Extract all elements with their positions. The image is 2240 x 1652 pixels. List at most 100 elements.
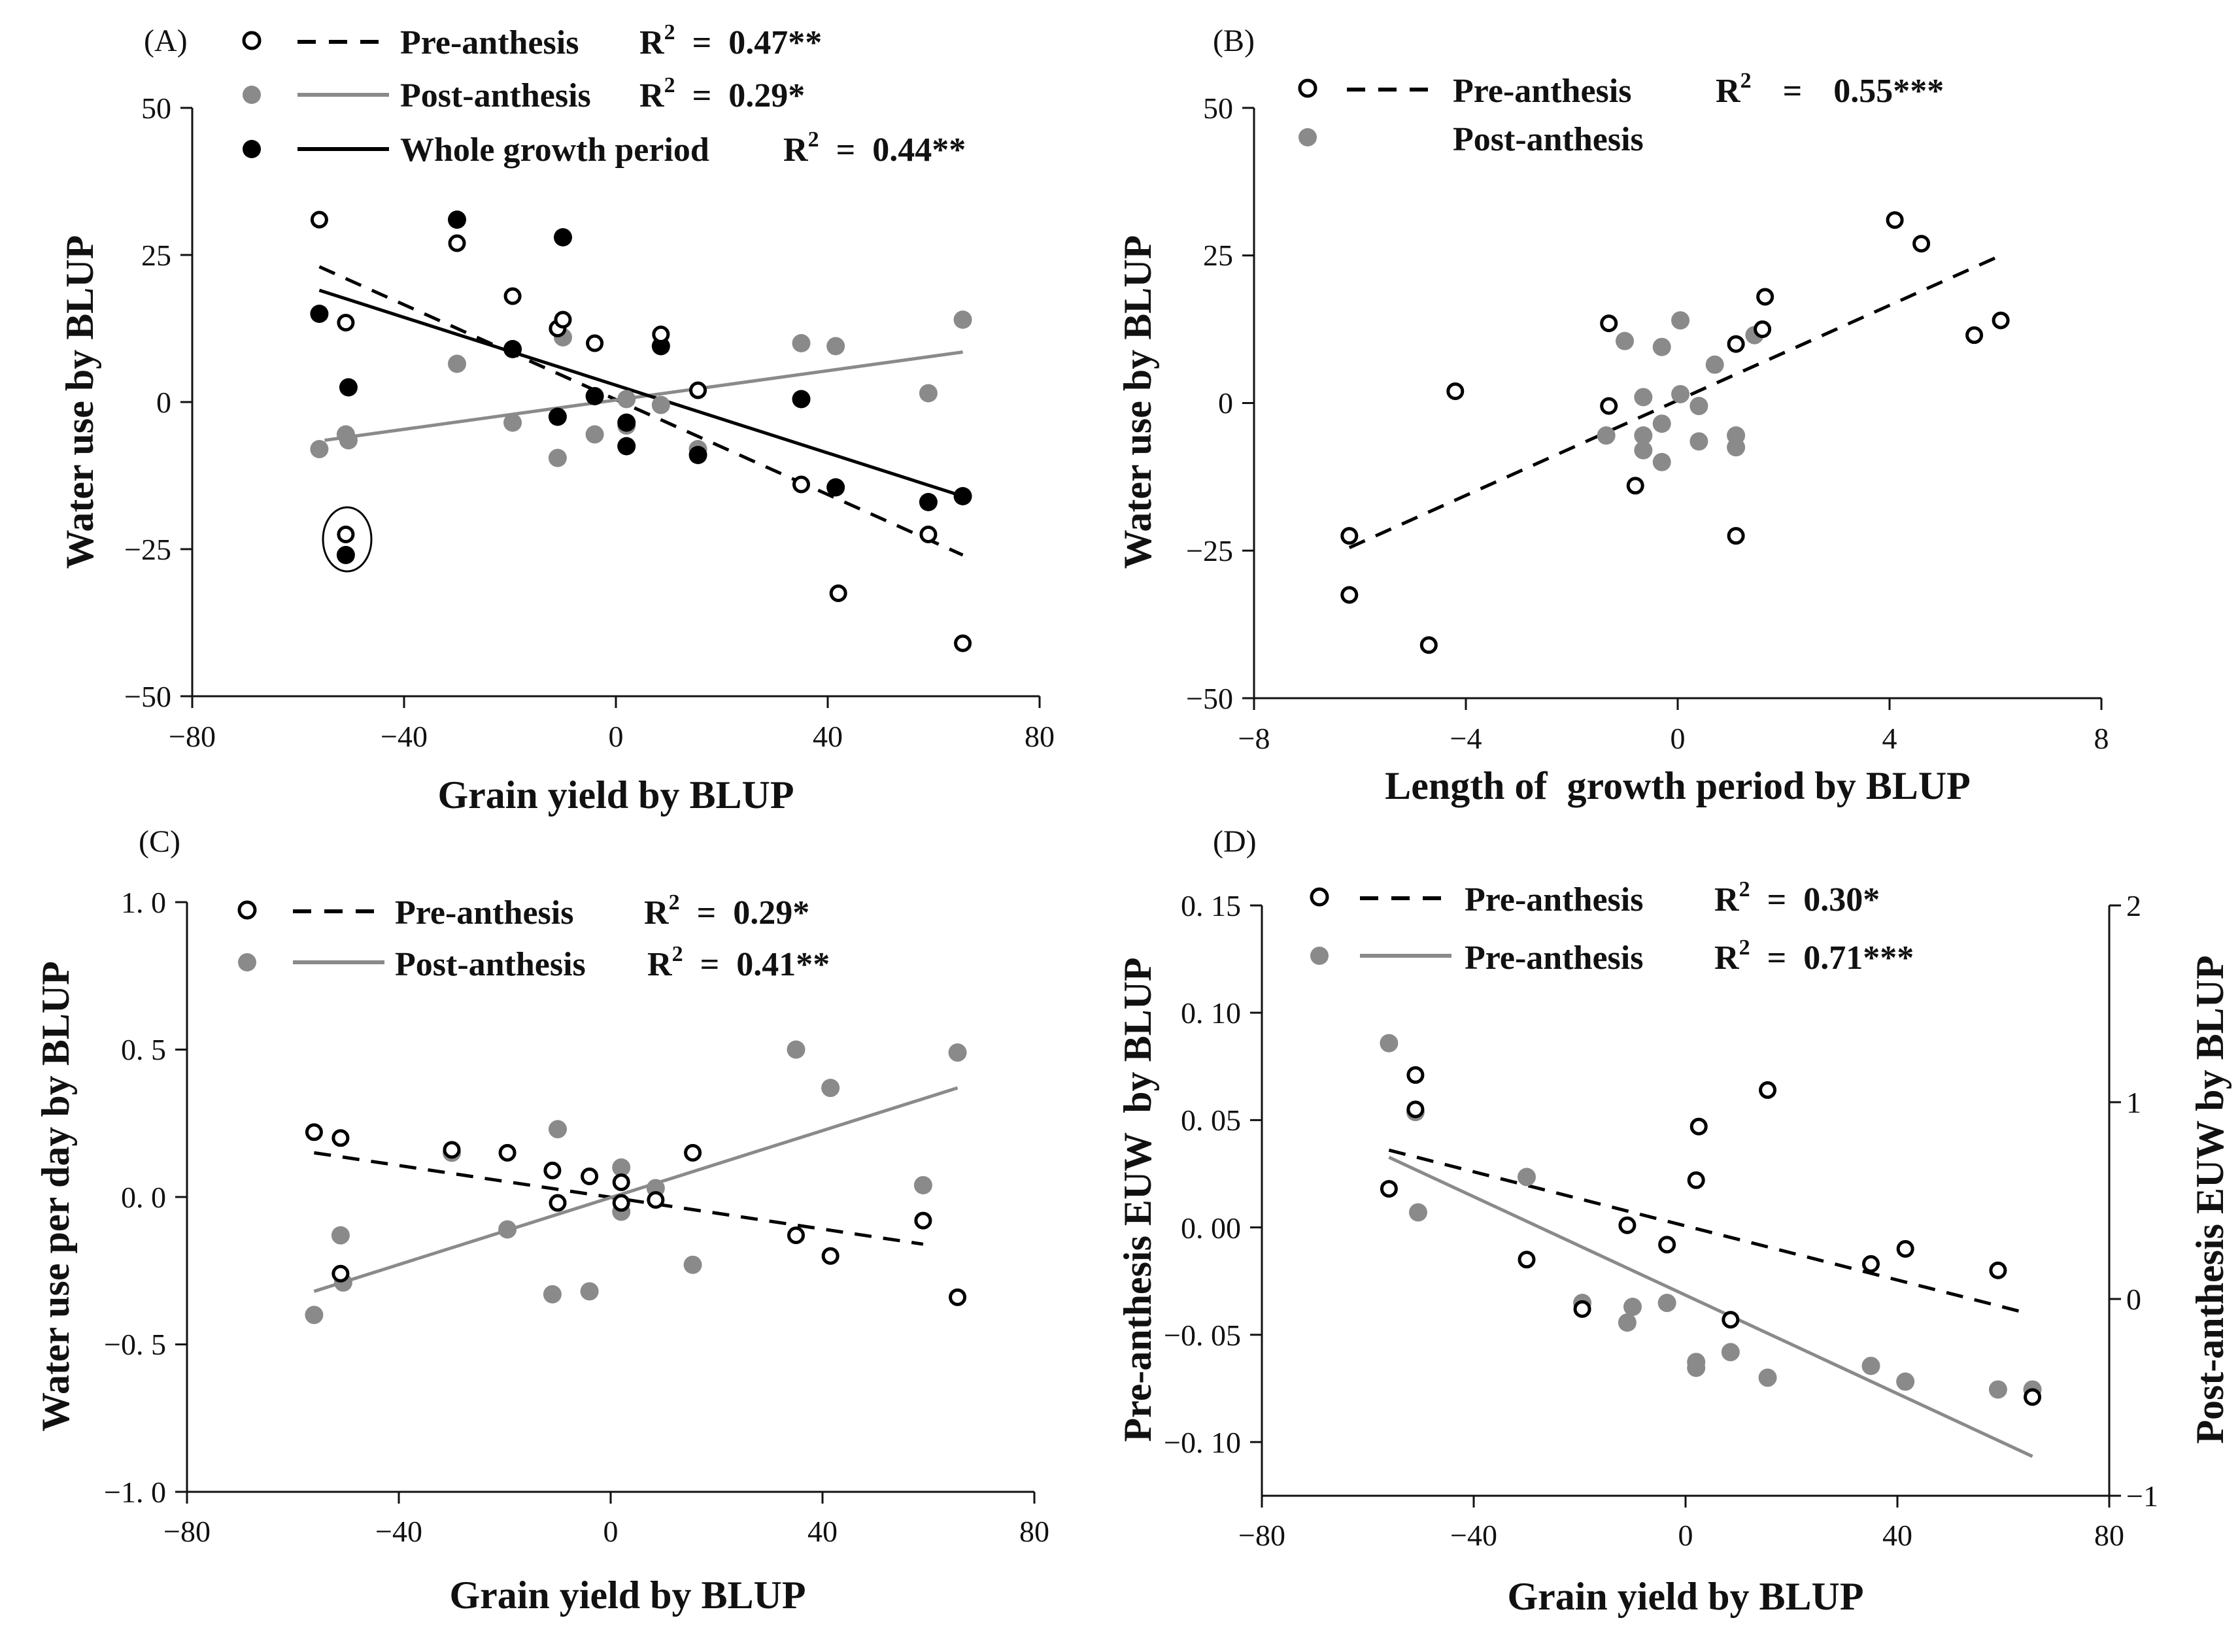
panel-d-ytick-label: 0. 05 <box>1181 1104 1241 1137</box>
panel-c-xtick-label: 80 <box>1019 1515 1049 1548</box>
legend-r2-post: R2 = 0.71*** <box>1714 936 1914 977</box>
legend-gray-marker <box>1298 128 1317 146</box>
data-point-pre-anthesis <box>1406 1100 1425 1119</box>
data-point-pre-anthesis <box>1689 1117 1708 1136</box>
data-point-post-anthesis <box>339 431 358 450</box>
data-point-whole-growth-period <box>339 378 358 397</box>
data-point-pre-anthesis <box>1658 1236 1676 1254</box>
panel-d-label: (D) <box>1213 824 1257 859</box>
fit-line-post-anthesis <box>313 1086 959 1293</box>
legend-r2-pre: R2 = 0.30* <box>1714 877 1880 919</box>
data-point-pre-anthesis <box>503 287 522 305</box>
data-point-pre-anthesis <box>1727 527 1745 545</box>
r2-superscript: 2 <box>672 942 683 966</box>
data-point-pre-anthesis <box>1518 1251 1536 1269</box>
data-point-post-anthesis <box>1657 1294 1676 1313</box>
data-point-whole-growth-period <box>310 305 329 323</box>
r2-superscript: 2 <box>664 20 675 44</box>
panel-c-ytick-label: 1. 0 <box>121 886 166 919</box>
data-point-pre-anthesis <box>1965 326 1984 345</box>
legend-r2-whole: R2 = 0.44** <box>783 127 966 169</box>
panel-d-right-ytick-label: −1 <box>2126 1479 2158 1513</box>
legend-pre-anthesis-label: Pre-anthesis <box>400 24 579 61</box>
panel-c-points <box>305 1040 967 1324</box>
panel-a-ticks <box>180 107 1041 708</box>
data-point-pre-anthesis <box>443 1141 461 1159</box>
data-point-post-anthesis <box>1671 384 1690 403</box>
data-point-post-anthesis <box>1518 1168 1536 1187</box>
r2-prefix: R <box>1714 881 1740 919</box>
legend-r2-post: R2 = 0.41** <box>647 942 830 983</box>
legend-pre-anthesis-label: Pre-anthesis <box>1453 73 1631 110</box>
data-point-post-anthesis <box>1623 1298 1642 1317</box>
data-point-pre-anthesis <box>689 381 707 399</box>
data-point-pre-anthesis <box>1687 1171 1705 1189</box>
data-point-pre-anthesis <box>954 634 972 652</box>
panel-c-xtick-label: −40 <box>375 1515 422 1548</box>
panel-a-x-axis-title: Grain yield by BLUP <box>437 773 794 817</box>
panel-b-y-axis-title: Water use by BLUP <box>1116 235 1159 569</box>
data-point-pre-anthesis <box>331 1264 350 1283</box>
data-point-post-anthesis <box>953 311 972 329</box>
data-point-pre-anthesis <box>792 475 810 494</box>
data-point-post-anthesis <box>1597 426 1616 445</box>
legend-r2-pre: R2 = 0.47** <box>639 20 822 61</box>
data-point-post-anthesis <box>585 425 604 444</box>
r2-value: 0.47** <box>728 24 822 61</box>
data-point-pre-anthesis <box>549 1194 567 1212</box>
legend-post-anthesis-label: Post-anthesis <box>1453 121 1644 158</box>
data-point-whole-growth-period <box>617 437 636 456</box>
data-point-whole-growth-period <box>554 228 572 246</box>
r2-prefix: R <box>639 77 665 114</box>
panel-b-ytick-label: −50 <box>1186 682 1233 715</box>
panel-d-fit-lines <box>1388 1148 2033 1458</box>
r2-value: 0.30* <box>1803 881 1880 919</box>
panel-c-ytick-label: −1. 0 <box>104 1475 166 1509</box>
fit-line-pre-anthesis <box>314 1151 924 1246</box>
data-point-post-anthesis <box>1652 337 1671 356</box>
data-point-pre-anthesis <box>612 1194 630 1212</box>
data-point-post-anthesis <box>787 1040 806 1059</box>
panel-c-ytick-label: 0. 5 <box>121 1033 166 1066</box>
fit-line-whole-growth-period <box>318 288 964 498</box>
panel-c-xtick-label: −80 <box>163 1515 211 1548</box>
data-point-pre-anthesis <box>1727 335 1745 353</box>
panel-d-xtick-label: −40 <box>1450 1519 1497 1552</box>
panel-a-xtick-label: 80 <box>1025 720 1055 753</box>
panel-d-xtick-label: −80 <box>1238 1519 1285 1552</box>
data-point-pre-anthesis <box>2024 1388 2042 1406</box>
data-point-pre-anthesis <box>1600 397 1618 415</box>
data-point-post-anthesis <box>683 1255 702 1274</box>
r2-equals: = <box>1767 939 1787 977</box>
data-point-pre-anthesis <box>612 1173 630 1191</box>
legend-post-anthesis-label: Post-anthesis <box>395 946 586 983</box>
data-point-pre-anthesis <box>821 1247 840 1265</box>
data-point-whole-growth-period <box>585 387 604 405</box>
r2-prefix: R <box>783 131 809 169</box>
panel-a-outlier-circle <box>322 506 373 573</box>
data-point-pre-anthesis <box>1759 1081 1777 1099</box>
panel-b-points <box>1340 211 2010 654</box>
data-point-post-anthesis <box>1634 441 1653 460</box>
panel-d-xtick-label: 80 <box>2094 1519 2124 1552</box>
data-point-pre-anthesis <box>1340 586 1359 604</box>
panel-c-xtick-label: 40 <box>807 1515 838 1548</box>
panel-b-ytick-label: 25 <box>1203 239 1233 272</box>
data-point-pre-anthesis <box>305 1123 323 1141</box>
r2-value: 0.44** <box>872 131 966 169</box>
panel-c-y-axis-title: Water use per day by BLUP <box>34 961 77 1432</box>
data-point-post-anthesis <box>548 448 567 467</box>
data-point-post-anthesis <box>821 1079 840 1098</box>
data-point-post-anthesis <box>498 1220 517 1239</box>
data-point-post-anthesis <box>913 1175 932 1194</box>
data-point-post-anthesis <box>1652 452 1671 471</box>
fit-line-pre-anthesis <box>318 265 964 557</box>
data-point-pre-anthesis <box>1754 320 1772 339</box>
r2-equals: = <box>697 894 717 932</box>
panel-d-right-ytick-label: 0 <box>2126 1283 2141 1316</box>
r2-equals: = <box>700 946 720 983</box>
data-point-pre-anthesis <box>1756 288 1774 306</box>
r2-value: 0.29* <box>733 894 809 932</box>
data-point-whole-growth-period <box>548 407 567 426</box>
data-point-pre-anthesis <box>337 526 355 543</box>
